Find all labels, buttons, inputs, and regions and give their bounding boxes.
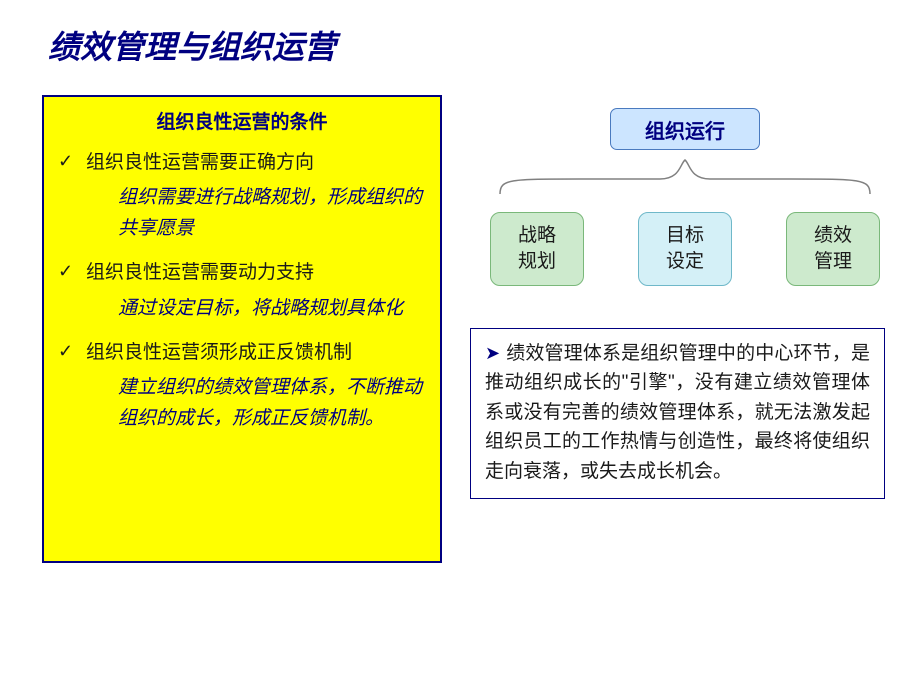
sub-text: 通过设定目标，将战略规划具体化: [118, 294, 426, 324]
child-label: 目标设定: [666, 223, 704, 274]
bullet-text: 组织良性运营需要正确方向: [86, 148, 314, 177]
check-icon: ✓: [58, 338, 76, 365]
org-diagram: 组织运行 战略规划 目标设定 绩效管理: [470, 100, 890, 310]
conditions-panel: 组织良性运营的条件 ✓ 组织良性运营需要正确方向 组织需要进行战略规划，形成组织…: [42, 95, 442, 563]
sub-text: 建立组织的绩效管理体系，不断推动组织的成长，形成正反馈机制。: [118, 373, 426, 434]
sub-text: 组织需要进行战略规划，形成组织的共享愿景: [118, 183, 426, 244]
brace-connector: [490, 154, 880, 199]
child-label: 绩效管理: [814, 223, 852, 274]
slide-title: 绩效管理与组织运营: [48, 22, 336, 68]
quote-body: 绩效管理体系是组织管理中的中心环节，是推动组织成长的"引擎"，没有建立绩效管理体…: [485, 343, 870, 482]
diagram-child-node: 目标设定: [638, 212, 732, 286]
check-icon: ✓: [58, 148, 76, 175]
bullet-text: 组织良性运营须形成正反馈机制: [86, 338, 352, 367]
panel-title: 组织良性运营的条件: [58, 107, 426, 134]
quote-panel: ➤绩效管理体系是组织管理中的中心环节，是推动组织成长的"引擎"，没有建立绩效管理…: [470, 328, 885, 499]
diagram-child-node: 绩效管理: [786, 212, 880, 286]
arrow-icon: ➤: [485, 343, 500, 363]
diagram-child-node: 战略规划: [490, 212, 584, 286]
child-label: 战略规划: [518, 223, 556, 274]
list-item: ✓ 组织良性运营需要动力支持: [58, 258, 426, 287]
list-item: ✓ 组织良性运营需要正确方向: [58, 148, 426, 177]
bullet-text: 组织良性运营需要动力支持: [86, 258, 314, 287]
quote-text: ➤绩效管理体系是组织管理中的中心环节，是推动组织成长的"引擎"，没有建立绩效管理…: [485, 339, 870, 486]
top-node-label: 组织运行: [645, 115, 725, 144]
list-item: ✓ 组织良性运营须形成正反馈机制: [58, 338, 426, 367]
check-icon: ✓: [58, 258, 76, 285]
diagram-top-node: 组织运行: [610, 108, 760, 150]
